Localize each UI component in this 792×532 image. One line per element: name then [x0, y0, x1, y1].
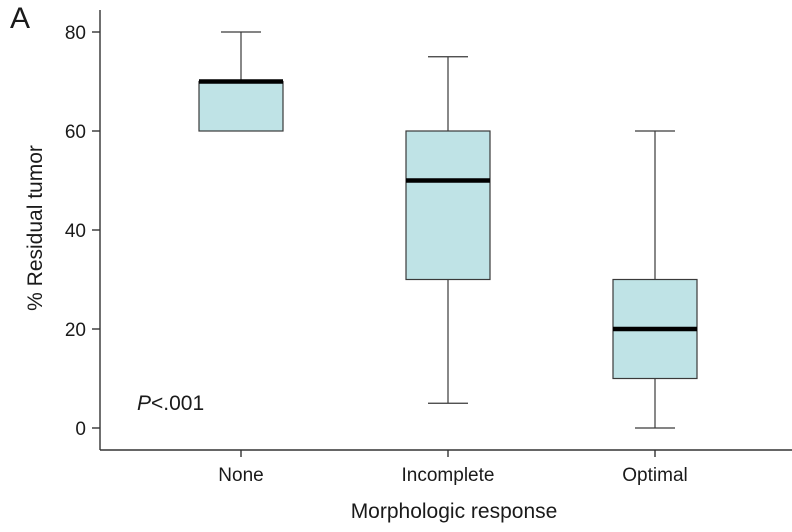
- x-tick-label: Incomplete: [402, 465, 495, 486]
- y-tick-label: 40: [65, 221, 86, 242]
- x-ticks: None Incomplete Optimal: [218, 450, 688, 486]
- box-none: [198, 31, 284, 132]
- p-value-italic: P: [137, 392, 151, 415]
- panel-label: A: [10, 2, 30, 35]
- x-axis-title: Morphologic response: [351, 500, 558, 523]
- p-value-rest: <.001: [151, 392, 204, 415]
- y-tick-label: 0: [75, 419, 86, 440]
- y-tick-label: 80: [65, 23, 86, 44]
- y-tick-label: 20: [65, 320, 86, 341]
- box-optimal: [612, 130, 698, 429]
- y-tick-label: 60: [65, 122, 86, 143]
- x-tick-label: Optimal: [622, 465, 687, 486]
- y-axis-title: % Residual tumor: [24, 145, 47, 311]
- y-ticks: 0 20 40 60 80: [65, 23, 100, 440]
- p-value-annotation: P<.001: [137, 392, 204, 415]
- box-iqr: [405, 130, 491, 281]
- boxes: [198, 31, 698, 429]
- x-tick-label: None: [218, 465, 263, 486]
- box-incomplete: [405, 56, 491, 404]
- box-iqr: [198, 80, 284, 132]
